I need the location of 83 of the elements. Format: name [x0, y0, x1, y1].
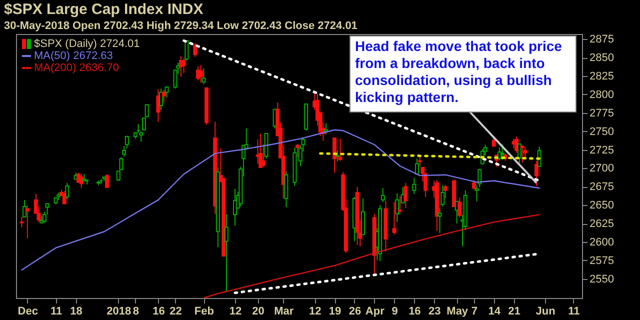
- x-tick-label: 18: [70, 306, 82, 318]
- y-tick-label: 2775: [590, 107, 614, 120]
- line-series: [203, 214, 540, 299]
- legend-label: MA(50) 2672.63: [34, 50, 113, 62]
- candlestick: [380, 188, 385, 203]
- y-tick-label: 2600: [590, 236, 614, 248]
- annotation: Head fake move that took price from a breakdown, back into consolidation, using a bullish kicking pattern.: [355, 38, 562, 105]
- x-tick-label: Apr: [365, 306, 386, 318]
- x-tick-label: Feb: [194, 306, 214, 318]
- candlestick: [404, 182, 408, 209]
- y-tick-label: 2575: [590, 254, 614, 267]
- candlestick: [284, 170, 288, 208]
- candlestick: [184, 40, 189, 62]
- x-tick-label: 19: [328, 306, 342, 318]
- candlestick: [22, 199, 27, 218]
- x-tick-label: 22: [170, 306, 182, 318]
- y-tick-label: 2800: [590, 88, 614, 101]
- x-tick-label: 21: [508, 306, 520, 318]
- y-tick-label: 2675: [590, 181, 614, 194]
- x-tick-label: 2018: [106, 306, 132, 318]
- y-tick-label: 2700: [590, 162, 614, 175]
- candlestick: [261, 144, 266, 168]
- y-tick-label: 2875: [590, 34, 614, 46]
- x-tick-label: 26: [348, 306, 362, 318]
- candlestick: [198, 64, 203, 84]
- candlestick: [202, 68, 206, 85]
- x-tick-label: 12: [229, 306, 242, 318]
- x-tick-label: Dec: [18, 306, 38, 318]
- legend-label: $SPX (Daily) 2724.01: [34, 38, 140, 50]
- y-tick-label: 2825: [590, 70, 614, 83]
- x-tick-label: 12: [309, 306, 322, 318]
- candlestick: [79, 174, 84, 189]
- y-tick-label: 2725: [590, 144, 614, 156]
- chart-subtitle: 30-May-2018 Open 2702.43 High 2729.34 Low 2702.43 Close 2724.01: [4, 20, 358, 32]
- x-tick-label: Jun: [536, 306, 556, 318]
- candlestick: [472, 180, 476, 190]
- candlestick: [360, 198, 365, 236]
- candlestick: [412, 177, 416, 195]
- x-tick-label: 9: [392, 306, 398, 318]
- y-tick-label: 2850: [590, 52, 614, 64]
- x-tick-label: 14: [488, 306, 502, 318]
- candlestick: [534, 160, 538, 186]
- x-tick-label: Mar: [274, 306, 294, 318]
- candlestick: [182, 58, 186, 74]
- x-tick-label: 11: [568, 306, 580, 318]
- x-tick-label: 23: [428, 306, 441, 318]
- candlestick: [398, 196, 402, 214]
- candlestick: [224, 213, 228, 292]
- candlestick: [264, 133, 268, 160]
- candlestick: [122, 146, 126, 157]
- x-tick-label: May: [446, 306, 469, 318]
- candlestick: [443, 184, 448, 199]
- x-tick-label: 16: [152, 306, 165, 318]
- x-tick-label: 11: [50, 306, 62, 318]
- line-series: [21, 129, 540, 271]
- candlestick: [65, 182, 70, 200]
- candlestick: [438, 208, 442, 234]
- candlestick: [500, 144, 504, 161]
- candlestick: [124, 135, 129, 149]
- x-tick-label: 7: [471, 306, 478, 318]
- candlestick: [258, 133, 263, 168]
- candlestick: [474, 184, 479, 202]
- candlestick: [25, 204, 30, 239]
- x-tick-label: 16: [408, 306, 421, 318]
- y-tick-label: 2650: [590, 200, 614, 212]
- candlestick: [392, 202, 396, 236]
- candlestick: [296, 143, 300, 158]
- candlestick: [458, 197, 462, 218]
- candlestick: [520, 144, 524, 163]
- candlestick: [105, 174, 110, 188]
- candlestick: [162, 90, 166, 104]
- candlestick: [20, 216, 24, 228]
- x-tick-label: 20: [252, 306, 264, 318]
- candlestick: [517, 143, 522, 164]
- y-tick-label: 2550: [590, 273, 614, 286]
- legend-label: MA(200) 2636.70: [34, 62, 119, 74]
- y-tick-label: 2750: [590, 126, 614, 138]
- y-tick-label: 2625: [590, 218, 614, 230]
- chart-title: $SPX Large Cap Index INDX: [4, 1, 204, 18]
- candlestick: [415, 158, 420, 175]
- candlestick: [193, 42, 198, 58]
- x-tick-label: 8: [132, 306, 140, 318]
- candlestick: [335, 150, 340, 162]
